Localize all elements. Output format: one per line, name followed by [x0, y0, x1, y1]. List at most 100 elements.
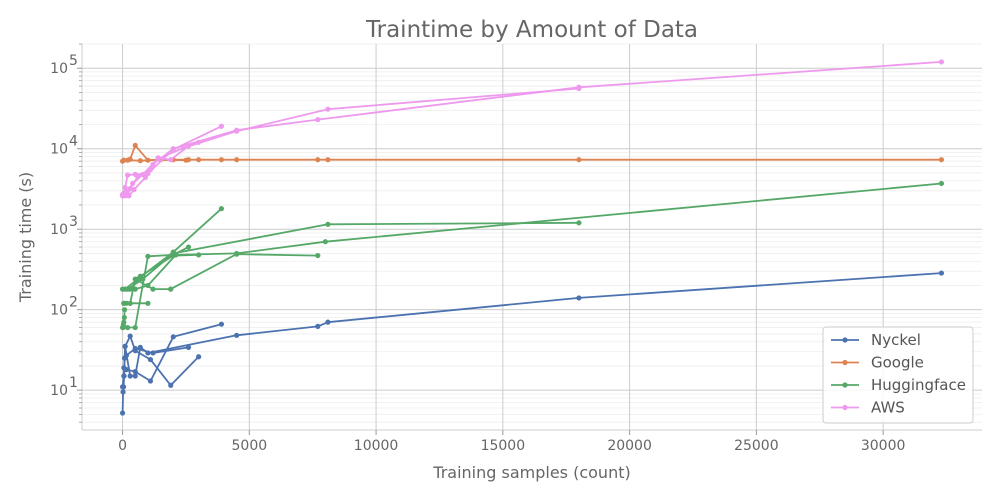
data-point-nyckel — [938, 270, 945, 276]
chart-title: Traintime by Amount of Data — [365, 17, 698, 43]
data-point-aws — [170, 146, 176, 152]
data-point-nyckel — [218, 321, 225, 327]
data-point-huggingface — [315, 252, 321, 259]
data-point-google — [196, 157, 202, 163]
data-point-nyckel — [170, 334, 176, 340]
x-axis-ticks: 0 5000 10000 15000 20000 25000 30000 — [118, 430, 905, 454]
data-point-huggingface — [234, 250, 240, 257]
data-point-nyckel — [325, 319, 331, 325]
legend-label-nyckel: Nyckel — [871, 331, 921, 349]
data-point-huggingface — [145, 282, 151, 289]
data-point-google — [315, 157, 321, 163]
minor-gridlines — [82, 43, 982, 423]
data-point-nyckel — [576, 295, 582, 301]
data-point-google — [119, 158, 126, 164]
data-point-aws — [325, 106, 331, 112]
data-point-aws — [218, 123, 225, 129]
data-point-huggingface — [150, 286, 156, 292]
data-point-nyckel — [168, 382, 174, 388]
data-point-nyckel — [145, 350, 151, 356]
series-aws — [119, 59, 945, 199]
legend-marker-huggingface — [842, 382, 848, 388]
data-point-huggingface — [132, 286, 138, 292]
series-google — [119, 142, 945, 164]
data-point-huggingface — [325, 221, 331, 227]
data-point-google — [132, 142, 138, 148]
legend-marker-google — [842, 359, 848, 366]
data-point-google — [137, 158, 143, 164]
data-point-nyckel — [127, 333, 133, 339]
legend-box — [822, 326, 974, 424]
y-tick-label: 10 — [50, 142, 68, 158]
data-point-huggingface — [121, 307, 128, 313]
data-point-huggingface — [168, 286, 174, 292]
data-point-nyckel — [119, 410, 126, 416]
data-point-aws — [131, 187, 137, 193]
data-point-aws — [125, 172, 131, 178]
data-point-google — [325, 157, 331, 163]
x-tick-label: 5000 — [232, 438, 268, 454]
data-point-huggingface — [938, 180, 945, 187]
legend-marker-aws — [842, 404, 848, 411]
data-point-nyckel — [234, 332, 240, 338]
y-tick-label: 10 — [50, 383, 68, 399]
series-nyckel — [119, 270, 945, 416]
data-point-huggingface — [135, 276, 141, 282]
data-point-huggingface — [121, 319, 127, 325]
data-point-google — [125, 157, 131, 163]
data-point-google — [576, 157, 582, 163]
x-tick-label: 15000 — [481, 438, 526, 454]
data-point-google — [938, 157, 945, 163]
data-point-aws — [234, 128, 240, 134]
data-point-huggingface — [125, 324, 131, 331]
data-point-nyckel — [147, 378, 154, 384]
y-tick-label: 10 — [50, 222, 68, 238]
x-axis-label: Training samples (count) — [432, 463, 630, 482]
data-point-huggingface — [576, 220, 582, 226]
data-point-aws — [938, 59, 945, 65]
y-axis-label: Training time (s) — [16, 172, 35, 303]
data-point-huggingface — [145, 253, 151, 259]
series-line-huggingface — [134, 182, 942, 290]
data-point-google — [234, 157, 240, 163]
data-point-huggingface — [121, 300, 127, 306]
data-point-nyckel — [147, 356, 154, 363]
y-tick-exponent: 4 — [69, 134, 78, 150]
data-point-nyckel — [137, 344, 143, 350]
series-line-nyckel — [124, 272, 942, 377]
data-point-aws — [140, 171, 146, 177]
legend-label-google: Google — [871, 354, 924, 372]
data-point-huggingface — [173, 252, 179, 258]
series-huggingface — [119, 180, 945, 331]
x-tick-label: 20000 — [607, 438, 652, 454]
y-tick-label: 10 — [50, 303, 68, 319]
x-tick-label: 25000 — [734, 438, 779, 454]
data-point-nyckel — [185, 344, 192, 350]
data-point-nyckel — [119, 384, 126, 390]
y-tick-exponent: 2 — [69, 295, 78, 311]
data-point-google — [183, 157, 189, 163]
data-point-nyckel — [132, 373, 138, 379]
data-point-nyckel — [122, 343, 128, 349]
data-point-huggingface — [125, 286, 131, 292]
data-point-nyckel — [123, 367, 129, 373]
data-point-aws — [168, 157, 174, 163]
series-line-nyckel — [121, 335, 200, 387]
data-point-huggingface — [121, 314, 127, 321]
legend-label-huggingface: Huggingface — [871, 376, 966, 394]
x-tick-label: 30000 — [861, 438, 906, 454]
y-tick-exponent: 3 — [69, 214, 78, 230]
data-point-nyckel — [120, 389, 126, 395]
data-point-aws — [130, 180, 136, 187]
series-line-aws — [124, 87, 579, 196]
data-point-huggingface — [119, 324, 126, 331]
data-point-nyckel — [196, 354, 202, 360]
legend-marker-nyckel — [842, 337, 848, 343]
series-line-huggingface — [124, 208, 223, 290]
x-tick-label: 0 — [118, 438, 127, 454]
data-point-nyckel — [121, 373, 127, 379]
data-point-nyckel — [132, 348, 138, 354]
y-tick-label: 10 — [50, 61, 68, 77]
data-point-aws — [180, 145, 187, 151]
